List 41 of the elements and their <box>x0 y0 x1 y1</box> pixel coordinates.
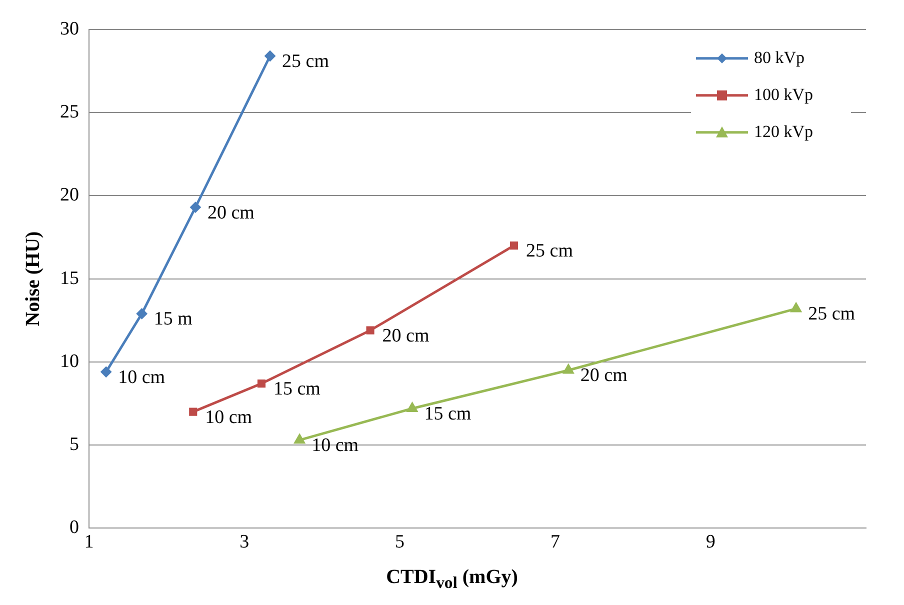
point <box>136 308 148 320</box>
annotation: 10 cm <box>205 406 252 428</box>
annotation: 10 cm <box>312 435 359 456</box>
point <box>790 302 802 312</box>
y-tick-label: 15 <box>60 268 79 289</box>
y-tick-label: 10 <box>60 350 79 372</box>
x-tick-label: 3 <box>240 532 250 553</box>
x-tick-label: 9 <box>706 532 716 553</box>
annotation: 25 cm <box>526 240 574 262</box>
x-tick-label: 7 <box>550 532 560 553</box>
annotation: 20 cm <box>207 202 255 224</box>
legend-label: 100 kVp <box>754 84 814 104</box>
y-tick-label: 5 <box>70 434 79 456</box>
y-tick-label: 30 <box>60 18 79 40</box>
annotation: 20 cm <box>382 325 430 346</box>
annotation: 25 cm <box>808 304 856 325</box>
y-tick-label: 25 <box>60 102 79 123</box>
point <box>366 326 374 334</box>
point <box>257 380 266 388</box>
x-tick-label: 1 <box>84 532 94 553</box>
y-axis-title: Noise (HU) <box>22 231 44 326</box>
point <box>406 402 418 412</box>
point <box>190 202 201 213</box>
y-tick-label: 0 <box>70 517 79 538</box>
annotation: 15 m <box>154 308 193 330</box>
x-axis-title: CTDI$_{vol}$ (mGy) <box>385 566 519 593</box>
legend-label: 120 kVp <box>754 122 814 141</box>
x-tick-label: 5 <box>395 532 405 553</box>
annotation: 20 cm <box>580 365 628 386</box>
point <box>510 242 518 250</box>
y-tick-label: 20 <box>60 184 79 206</box>
annotation: 25 cm <box>282 50 330 72</box>
annotation: 15 cm <box>424 403 472 424</box>
point <box>264 50 276 62</box>
legend-label: 80 kVp <box>754 48 805 67</box>
point <box>562 364 574 374</box>
annotation: 10 cm <box>118 366 166 388</box>
point <box>189 408 198 416</box>
point <box>100 366 112 378</box>
annotation: 15 cm <box>273 378 321 400</box>
point <box>294 434 306 444</box>
